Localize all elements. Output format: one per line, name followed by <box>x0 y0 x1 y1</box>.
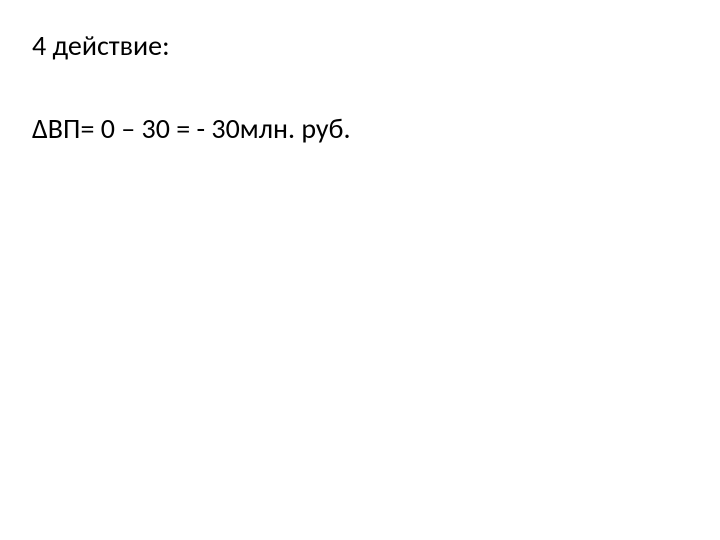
step-title: 4 действие: <box>32 28 688 63</box>
equation-text: ∆ВП= 0 – 30 = - 30млн. руб. <box>32 111 688 146</box>
